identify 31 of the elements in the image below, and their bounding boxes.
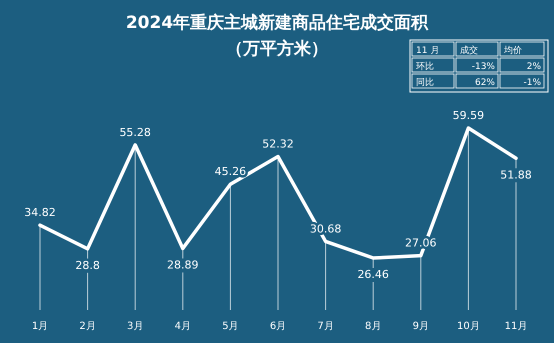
- data-label: 51.88: [500, 168, 532, 182]
- text: -13%: [472, 62, 496, 72]
- x-tick-label: 10月: [457, 321, 480, 332]
- data-label: 55.28: [119, 126, 151, 139]
- x-tick-label: 1月: [32, 321, 48, 332]
- data-label: 28.8: [75, 258, 100, 272]
- text: 同比: [416, 77, 434, 88]
- data-label: 28.89: [167, 258, 199, 272]
- data-label: 26.46: [357, 268, 389, 281]
- chart-title: 2024年重庆主城新建商品住宅成交面积: [126, 13, 430, 33]
- text: 2%: [526, 62, 542, 72]
- x-tick-label: 5月: [222, 321, 239, 332]
- data-label: 52.32: [262, 138, 294, 151]
- x-tick-label: 9月: [412, 321, 429, 332]
- x-tick-label: 11月: [504, 321, 528, 332]
- x-tick-label: 2月: [79, 321, 96, 332]
- x-tick-label: 3月: [127, 321, 144, 332]
- x-tick-label: 7月: [317, 321, 334, 332]
- chart-subtitle: （万平方米）: [226, 39, 328, 59]
- x-tick-label: 4月: [174, 321, 191, 332]
- text: 均价: [503, 45, 522, 56]
- x-tick-label: 6月: [270, 321, 286, 332]
- data-label: 45.26: [214, 165, 246, 178]
- text: 62%: [474, 78, 496, 88]
- text: 环比: [416, 61, 434, 72]
- text: -1%: [523, 78, 542, 88]
- text: 成交: [460, 45, 478, 56]
- text: 11 月: [416, 46, 440, 56]
- x-tick-label: 8月: [365, 321, 382, 332]
- data-label: 59.59: [452, 109, 484, 122]
- data-label: 34.82: [24, 206, 56, 220]
